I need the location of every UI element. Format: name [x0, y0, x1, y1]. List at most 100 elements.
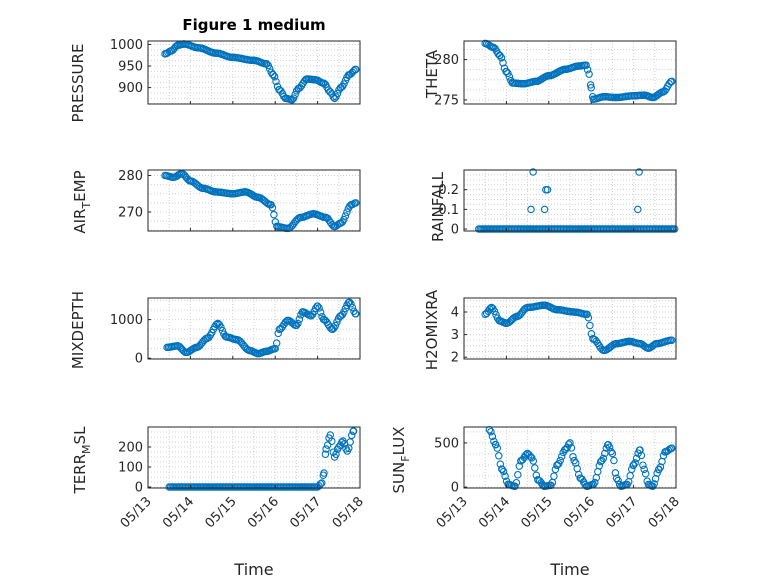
y-axis-label: SUNFLUX [390, 427, 412, 494]
data-point [591, 478, 599, 487]
data-point [631, 459, 639, 467]
data-point [492, 440, 500, 449]
data-point [582, 61, 590, 69]
data-point [511, 482, 519, 490]
y-tick-label: 900 [118, 81, 143, 96]
data-point [271, 344, 279, 353]
subplot-air-temp: 270 280 AIRTEMP [71, 169, 361, 234]
data-point [493, 444, 502, 452]
data-point [323, 441, 332, 449]
data-point [587, 84, 595, 92]
data-point [270, 210, 278, 219]
data-point [292, 321, 301, 330]
figure-title: Figure 1 medium [182, 16, 325, 34]
data-point [321, 450, 330, 458]
data-point [501, 472, 509, 480]
data-point [653, 469, 661, 477]
data-point [265, 64, 274, 73]
data-point [347, 300, 355, 308]
data-point [268, 203, 277, 212]
data-point [272, 77, 280, 86]
data-point [352, 65, 360, 74]
y-tick-label: 100 [118, 461, 143, 476]
data-point [347, 431, 356, 440]
data-point [656, 463, 665, 471]
data-point [551, 465, 560, 474]
x-axis-label: Time [233, 560, 273, 579]
data-point [498, 465, 506, 474]
data-point [315, 304, 323, 312]
y-axis-label: TERRMSL [71, 426, 93, 495]
data-point [490, 307, 499, 316]
data-point [612, 474, 621, 483]
data-point [352, 199, 360, 207]
data-point [499, 467, 508, 476]
axes-box [463, 169, 677, 232]
data-point [611, 469, 620, 477]
data-point [488, 432, 497, 441]
data-point [540, 205, 549, 214]
y-axis-label: RAINFALL [429, 171, 447, 242]
data-point [343, 208, 351, 216]
data-point [340, 80, 348, 88]
x-axis-label: Time [549, 560, 589, 579]
y-tick-label: 200 [118, 441, 143, 456]
y-tick-label: 500 [434, 436, 459, 451]
data-point [634, 205, 642, 214]
data-point [295, 315, 304, 324]
data-point [318, 479, 326, 487]
data-point [504, 69, 512, 78]
y-tick-label: 3 [451, 328, 459, 343]
data-point [566, 439, 574, 447]
data-point [269, 70, 277, 79]
y-tick-label: 1000 [110, 313, 143, 328]
data-point [668, 77, 676, 86]
plot-area [148, 41, 360, 104]
data-markers [163, 298, 360, 358]
data-point [599, 454, 608, 463]
data-point [348, 303, 357, 312]
data-point [331, 321, 340, 330]
data-point [316, 480, 325, 488]
y-axis-label: AIRTEMP [71, 170, 93, 233]
data-point [218, 326, 227, 335]
data-point [294, 319, 302, 328]
data-point [585, 70, 593, 78]
data-point [340, 215, 348, 224]
axes-box [147, 426, 361, 489]
data-point [346, 438, 354, 446]
data-point [270, 72, 279, 81]
data-point [574, 470, 583, 479]
data-point [583, 310, 591, 319]
axes-box [463, 297, 677, 360]
data-point [670, 225, 679, 233]
data-point [586, 81, 595, 89]
data-point [514, 470, 522, 479]
data-point [172, 42, 180, 51]
subplot-pressure: 900 950 1000 PRESSURE Figure 1 medium [69, 16, 361, 122]
data-point [557, 452, 566, 461]
y-tick-label: 0 [451, 223, 459, 238]
y-tick-label: 280 [118, 169, 143, 184]
data-markers [481, 301, 676, 355]
data-point [272, 339, 281, 347]
data-point [332, 93, 340, 101]
data-point [487, 427, 495, 436]
data-point [495, 452, 503, 460]
data-point [567, 444, 576, 452]
y-tick-label: 270 [118, 206, 143, 221]
y-axis-label: H2OMIXRA [423, 289, 441, 370]
data-markers [485, 425, 676, 490]
data-point [289, 94, 298, 102]
data-point [512, 478, 521, 487]
data-point [584, 313, 593, 322]
data-point [610, 456, 618, 465]
axes-box [147, 169, 361, 232]
data-point [629, 461, 638, 469]
data-point [497, 54, 506, 62]
data-markers [165, 427, 358, 491]
data-point [291, 90, 299, 99]
axes-box [147, 297, 361, 360]
